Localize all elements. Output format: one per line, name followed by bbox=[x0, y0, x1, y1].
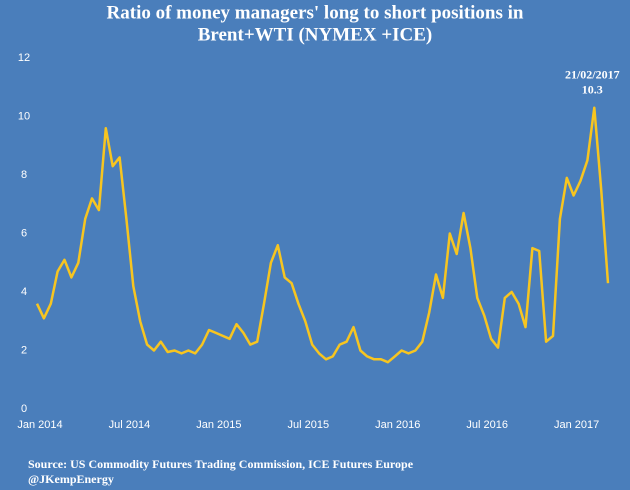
y-tick-label: 0 bbox=[21, 403, 27, 415]
x-tick-label: Jan 2014 bbox=[17, 419, 62, 431]
chart-title: Ratio of money managers' long to short p… bbox=[107, 2, 524, 23]
annotation-date: 21/02/2017 bbox=[565, 67, 620, 81]
data-line bbox=[35, 106, 610, 364]
x-tick-label: Jul 2016 bbox=[466, 419, 508, 431]
y-tick-label: 12 bbox=[18, 52, 30, 64]
chart-subtitle: Brent+WTI (NYMEX +ICE) bbox=[198, 24, 433, 45]
y-tick-label: 4 bbox=[21, 286, 27, 298]
y-tick-label: 10 bbox=[18, 110, 30, 122]
y-tick-label: 6 bbox=[21, 227, 27, 239]
x-tick-label: Jan 2015 bbox=[196, 419, 241, 431]
x-tick-label: Jul 2015 bbox=[288, 419, 330, 431]
y-tick-label: 8 bbox=[21, 169, 27, 181]
x-tick-label: Jan 2016 bbox=[375, 419, 420, 431]
source: Source: US Commodity Futures Trading Com… bbox=[28, 457, 414, 471]
y-tick-label: 2 bbox=[21, 344, 27, 356]
x-tick-label: Jan 2017 bbox=[554, 419, 599, 431]
annotation-value: 10.3 bbox=[582, 82, 603, 96]
credit: @JKempEnergy bbox=[28, 472, 114, 486]
x-tick-label: Jul 2014 bbox=[109, 419, 151, 431]
